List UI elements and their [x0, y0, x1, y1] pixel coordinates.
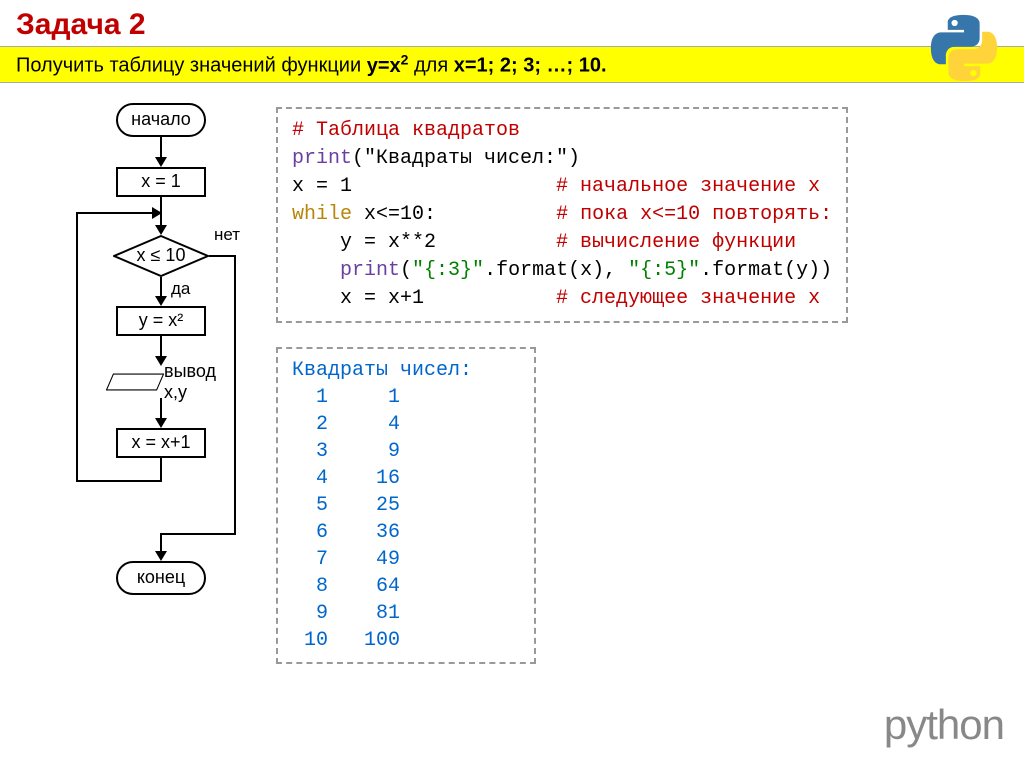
fc-arrowhead — [155, 225, 167, 235]
code-keyword: while — [292, 203, 352, 226]
fc-arrow — [76, 212, 154, 214]
task-description: Получить таблицу значений функции y=x2 д… — [0, 46, 1024, 83]
fc-arrow — [208, 255, 236, 257]
fc-output: вывод x,y — [106, 366, 216, 398]
output-row: 5 25 — [292, 494, 400, 517]
fc-arrow — [160, 533, 162, 553]
output-block: Квадраты чисел: 1 1 2 4 3 9 4 16 5 25 6 … — [276, 347, 536, 664]
output-row: 1 1 — [292, 386, 400, 409]
code-text: y = x**2 — [292, 231, 556, 254]
output-row: 6 36 — [292, 521, 400, 544]
code-text: ("Квадраты чисел:") — [352, 147, 580, 170]
code-text: x<=10: — [352, 203, 556, 226]
python-brand-text: python — [884, 701, 1004, 749]
fc-cond-text: x ≤ 10 — [137, 245, 186, 266]
code-text: x = 1 — [292, 175, 556, 198]
fc-arrowhead — [152, 207, 162, 219]
fc-arrow — [160, 458, 162, 482]
output-row: 2 4 — [292, 413, 400, 436]
fc-arrowhead — [155, 418, 167, 428]
fc-start: начало — [116, 103, 206, 137]
code-comment: # вычисление функции — [556, 231, 796, 254]
output-header: Квадраты чисел: — [292, 359, 472, 382]
fc-arrow — [76, 480, 162, 482]
fc-arrow — [160, 398, 162, 420]
fc-init: x = 1 — [116, 167, 206, 197]
fc-arrowhead — [155, 551, 167, 561]
fc-output-text: вывод x,y — [164, 361, 216, 403]
code-string: "{:3}" — [412, 259, 484, 282]
python-logo-icon — [924, 8, 1004, 88]
right-column: # Таблица квадратов print("Квадраты чисе… — [276, 103, 1008, 688]
output-row: 9 81 — [292, 602, 400, 625]
fc-arrow — [76, 212, 78, 482]
fc-body2: x = x+1 — [116, 428, 206, 458]
code-text: ( — [400, 259, 412, 282]
task-range: x=1; 2; 3; …; 10. — [454, 55, 607, 77]
code-indent — [292, 259, 340, 282]
code-comment: # следующее значение x — [556, 287, 820, 310]
fc-label-yes: да — [171, 279, 190, 299]
output-row: 10 100 — [292, 629, 400, 652]
code-comment: # начальное значение x — [556, 175, 820, 198]
code-comment: # Таблица квадратов — [292, 119, 520, 142]
code-block: # Таблица квадратов print("Квадраты чисе… — [276, 107, 848, 323]
fc-arrow — [160, 137, 162, 159]
code-fn: print — [292, 147, 352, 170]
page-title: Задача 2 — [0, 0, 1024, 46]
task-suffix: для — [408, 55, 453, 77]
fc-arrow — [162, 533, 236, 535]
output-row: 7 49 — [292, 548, 400, 571]
code-text: x = x+1 — [292, 287, 556, 310]
output-row: 8 64 — [292, 575, 400, 598]
fc-arrowhead — [155, 296, 167, 306]
fc-arrowhead — [155, 157, 167, 167]
output-row: 3 9 — [292, 440, 400, 463]
output-row: 4 16 — [292, 467, 400, 490]
fc-arrow — [160, 276, 162, 298]
code-fn: print — [340, 259, 400, 282]
code-comment: # пока x<=10 повторять: — [556, 203, 832, 226]
code-string: "{:5}" — [628, 259, 700, 282]
fc-body1: y = x² — [116, 306, 206, 336]
task-func-lhs: y=x — [367, 55, 401, 77]
fc-label-no: нет — [214, 225, 240, 245]
code-text: .format(x), — [484, 259, 628, 282]
fc-decision: x ≤ 10 — [113, 235, 209, 277]
task-prefix: Получить таблицу значений функции — [16, 55, 367, 77]
fc-arrow — [160, 336, 162, 358]
fc-arrow — [234, 255, 236, 535]
fc-end: конец — [116, 561, 206, 595]
flowchart: начало x = 1 x ≤ 10 нет да y = x² вывод … — [16, 103, 246, 623]
code-text: .format(y)) — [700, 259, 832, 282]
